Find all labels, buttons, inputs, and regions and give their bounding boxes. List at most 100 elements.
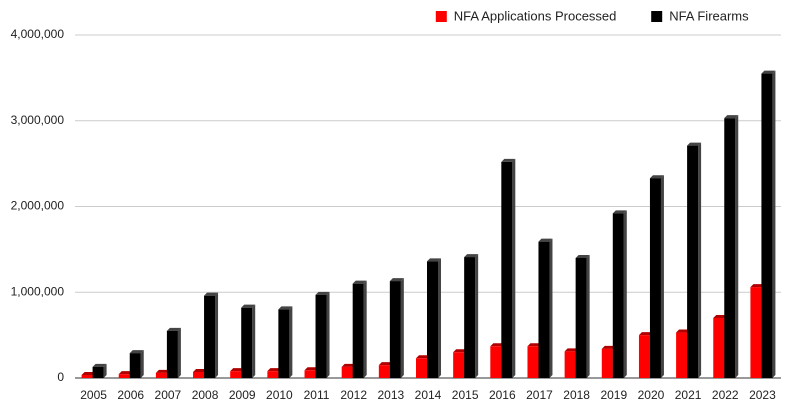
bar-top [490, 343, 505, 347]
bar-top [92, 363, 107, 367]
bar-top [230, 368, 245, 372]
bar-top [155, 369, 170, 373]
bar [81, 374, 93, 378]
bar [315, 294, 327, 378]
x-tick-label: 2012 [340, 388, 367, 402]
bar [427, 261, 438, 378]
x-tick-label: 2018 [563, 388, 590, 402]
bar-side [475, 254, 479, 378]
bar [649, 178, 661, 378]
bar [464, 257, 476, 378]
bar-side [586, 254, 590, 378]
bar [267, 371, 279, 378]
x-tick-label: 2019 [600, 388, 627, 402]
bar-top [427, 258, 441, 262]
bar [501, 161, 513, 378]
bar-top [724, 115, 739, 119]
bar-top [81, 371, 96, 375]
bar-top [687, 142, 702, 146]
bar-top [118, 371, 133, 375]
bar-top [304, 367, 319, 371]
bar-top [612, 210, 627, 214]
bar [341, 366, 353, 378]
x-tick-label: 2015 [452, 388, 479, 402]
bar-top [378, 362, 393, 366]
legend-swatch [651, 11, 663, 22]
legend: NFA Applications Processed NFA Firearms [435, 8, 749, 23]
x-tick-label: 2007 [155, 388, 182, 402]
bar [761, 73, 773, 379]
bar [490, 346, 502, 378]
legend-label: NFA Firearms [669, 8, 749, 23]
x-tick-label: 2006 [117, 388, 144, 402]
bar [575, 257, 587, 378]
bar [713, 317, 725, 378]
bar-top [638, 332, 653, 336]
bar-side [698, 142, 702, 378]
x-tick-label: 2013 [377, 388, 404, 402]
bar-top [713, 314, 728, 318]
bar [129, 353, 141, 378]
bar-top [278, 306, 293, 310]
bar [527, 346, 539, 378]
bar-side [512, 158, 516, 378]
bar-top [166, 327, 181, 331]
y-tick-label: 1,000,000 [11, 284, 65, 298]
bar-top [527, 343, 542, 347]
bar-side [438, 258, 441, 378]
bar-top [538, 238, 553, 242]
bar [538, 241, 550, 378]
bar [389, 281, 401, 378]
bar-top [464, 254, 479, 258]
bar-top [676, 329, 691, 333]
bar-side [772, 70, 776, 379]
bar-top [204, 292, 219, 296]
bar-top [564, 348, 579, 352]
bar [378, 365, 390, 378]
bar-top [453, 349, 468, 353]
bar-top [267, 368, 282, 372]
bar-top [129, 350, 144, 354]
y-tick-label: 0 [57, 370, 64, 384]
x-tick-label: 2021 [675, 388, 702, 402]
y-tick-label: 3,000,000 [11, 113, 65, 127]
bar-side [140, 350, 144, 378]
x-tick-label: 2016 [489, 388, 516, 402]
bar-top [389, 278, 404, 282]
bar [453, 352, 465, 378]
bar [750, 287, 762, 378]
bar-top [416, 355, 430, 359]
bar [352, 283, 364, 378]
legend-swatch [435, 11, 447, 22]
bar-side [363, 280, 367, 378]
bar-top [341, 363, 356, 367]
legend-label: NFA Applications Processed [454, 8, 617, 23]
bar-top [315, 291, 330, 295]
x-tick-label: 2023 [749, 388, 776, 402]
y-tick-label: 2,000,000 [11, 199, 65, 213]
bar-side [103, 363, 107, 378]
bar-top [501, 158, 516, 162]
bar [724, 118, 736, 379]
bar-top [193, 368, 208, 372]
bar [676, 332, 688, 378]
bar-side [177, 327, 181, 378]
x-tick-label: 2022 [712, 388, 739, 402]
bar-side [623, 210, 627, 378]
bar-side [326, 291, 330, 378]
bar [638, 335, 650, 378]
bar [416, 358, 427, 378]
bar [278, 309, 290, 378]
bar-side [400, 278, 404, 378]
bar-side [735, 115, 739, 379]
x-tick-label: 2008 [192, 388, 219, 402]
bar-top [575, 254, 590, 258]
bar-top [649, 175, 664, 179]
x-tick-label: 2009 [229, 388, 256, 402]
bar-top [241, 304, 256, 308]
bar [230, 371, 242, 378]
bar-top [601, 345, 616, 349]
bar [204, 295, 216, 378]
x-tick-label: 2011 [304, 388, 330, 402]
